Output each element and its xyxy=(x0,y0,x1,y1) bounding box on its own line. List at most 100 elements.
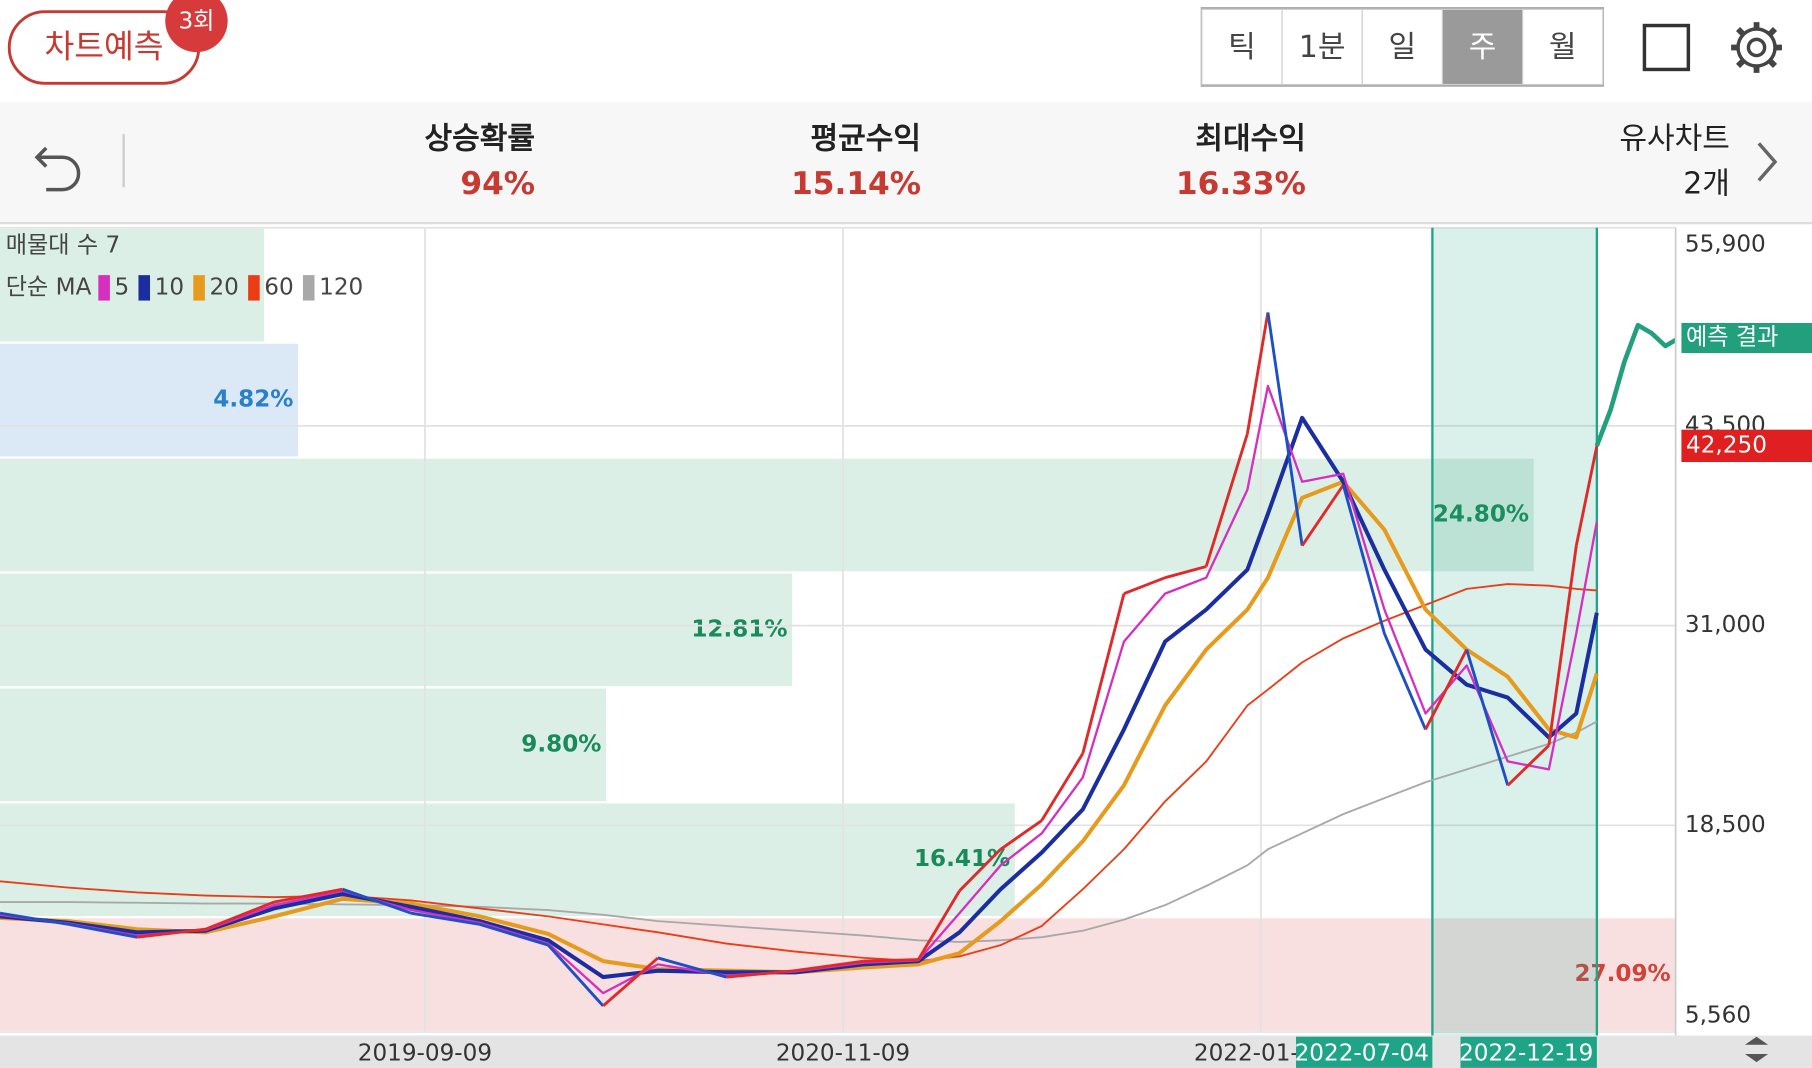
legend-swatch xyxy=(248,275,260,301)
price-segment xyxy=(794,959,864,973)
x-tick-label: 2020-11-09 xyxy=(776,1041,910,1067)
profile-bar xyxy=(0,688,607,802)
period-button[interactable] xyxy=(1361,8,1444,86)
price-segment xyxy=(1465,649,1510,786)
y-tick-label: 55,900 xyxy=(1685,232,1766,258)
price-segment xyxy=(1164,565,1207,580)
highlight-date: 2022-12-19 xyxy=(1459,1041,1593,1067)
profile-label: 9.80% xyxy=(521,731,601,757)
price-segment xyxy=(917,890,961,961)
y-axis-panel xyxy=(1675,227,1812,1036)
legend-label: 120 xyxy=(319,274,363,300)
price-segment xyxy=(1040,752,1085,822)
legend-label: 10 xyxy=(155,274,184,300)
legend-swatch xyxy=(138,275,151,301)
profile-bar xyxy=(0,803,1015,917)
highlight-date: 2022-07-04 xyxy=(1295,1041,1429,1067)
y-tick-label: 5,560 xyxy=(1685,1002,1751,1028)
price-segment xyxy=(205,900,275,931)
profile-label: 24.80% xyxy=(1433,502,1529,528)
profile-bar xyxy=(0,343,299,457)
gear-teeth xyxy=(1731,22,1782,73)
plot-area: 4.82% 24.80% 12.81% 9.80% 16.41% 27.09% 매물대 수 … xyxy=(0,226,1812,1068)
highlight-region xyxy=(1432,227,1597,1036)
legend-label: 20 xyxy=(209,274,238,300)
legend-label: 60 xyxy=(264,274,293,300)
legend-label: 5 xyxy=(115,274,130,300)
period-selector: 틱 1분 일 주 월 xyxy=(1200,7,1604,87)
period-label: 주 xyxy=(1469,30,1497,65)
period-label: 틱 xyxy=(1228,30,1256,65)
current-price-tag xyxy=(1681,429,1812,463)
stat-value: 15.14% xyxy=(791,166,921,202)
fullscreen-icon[interactable] xyxy=(1642,23,1691,72)
price-segment xyxy=(342,887,412,915)
stat-label: 평균수익 xyxy=(811,121,922,156)
price-segment xyxy=(1574,445,1599,547)
price-segment xyxy=(273,887,343,904)
x-tick-label: 2019-09-09 xyxy=(358,1041,492,1067)
price-segment xyxy=(863,958,919,963)
price-segment xyxy=(1123,576,1166,595)
ma-line xyxy=(0,479,1599,975)
predict-button-label: 차트예측 xyxy=(44,28,163,66)
back-icon[interactable] xyxy=(34,146,81,192)
price-segment xyxy=(657,956,727,979)
profile-label: 12.81% xyxy=(691,616,787,642)
prediction-tag xyxy=(1681,322,1812,354)
price-segment xyxy=(68,922,138,939)
period-label: 일 xyxy=(1389,30,1417,65)
highlight-date-tag xyxy=(1460,1036,1597,1068)
price-segment xyxy=(999,819,1043,851)
legend-swatch xyxy=(302,275,315,301)
price-segment xyxy=(1506,744,1550,787)
price-segment xyxy=(0,911,69,926)
highlight-date-tag xyxy=(1296,1036,1433,1068)
legend-swatch xyxy=(193,275,205,301)
chevron-icon[interactable] xyxy=(1757,142,1778,182)
profile-bar xyxy=(0,458,1534,572)
price-segment xyxy=(1300,484,1345,547)
price-segment xyxy=(136,927,206,939)
profile-label: 27.09% xyxy=(1574,961,1670,987)
profile-bar xyxy=(0,573,793,687)
profile-bar xyxy=(0,228,265,342)
price-segment xyxy=(1424,648,1468,731)
period-label: 1분 xyxy=(1299,30,1346,65)
settings-icon[interactable] xyxy=(1731,22,1782,73)
period-button[interactable] xyxy=(1201,8,1283,86)
price-segment xyxy=(1341,484,1386,634)
period-button[interactable] xyxy=(1522,8,1604,86)
stat-label: 상승확률 xyxy=(425,121,536,156)
similar-count[interactable]: 2개 xyxy=(1683,167,1730,202)
profile-label: 16.41% xyxy=(914,846,1010,872)
badge-label: 3회 xyxy=(178,9,214,35)
profile-title: 매물대 수 7 xyxy=(6,233,120,259)
profile-bar xyxy=(0,918,1676,1031)
period-button[interactable] xyxy=(1441,8,1524,86)
period-button[interactable] xyxy=(1281,8,1363,86)
y-tick-label: 31,000 xyxy=(1685,612,1766,638)
profile-label: 4.82% xyxy=(213,387,293,413)
stat-value: 16.33% xyxy=(1176,166,1306,202)
price-segment xyxy=(1383,633,1427,731)
price-segment xyxy=(1547,545,1578,746)
price-segment xyxy=(410,911,480,926)
similar-label[interactable]: 유사차트 xyxy=(1619,121,1730,156)
price-segment xyxy=(1245,312,1270,435)
scroll-handle[interactable] xyxy=(1744,1036,1769,1063)
price-segment xyxy=(726,969,796,979)
price-segment xyxy=(1266,312,1304,546)
price-segment xyxy=(1204,433,1249,567)
price-segment xyxy=(1081,593,1126,754)
badge xyxy=(165,0,228,53)
price-segment xyxy=(479,922,549,947)
stat-value: 94% xyxy=(460,166,535,202)
stats-bar xyxy=(0,101,1812,224)
ma-label: 단순 MA xyxy=(6,274,92,300)
prediction-tag-label: 예측 결과 xyxy=(1686,325,1778,351)
y-tick-label: 18,500 xyxy=(1685,812,1766,838)
period-label: 월 xyxy=(1549,30,1577,65)
